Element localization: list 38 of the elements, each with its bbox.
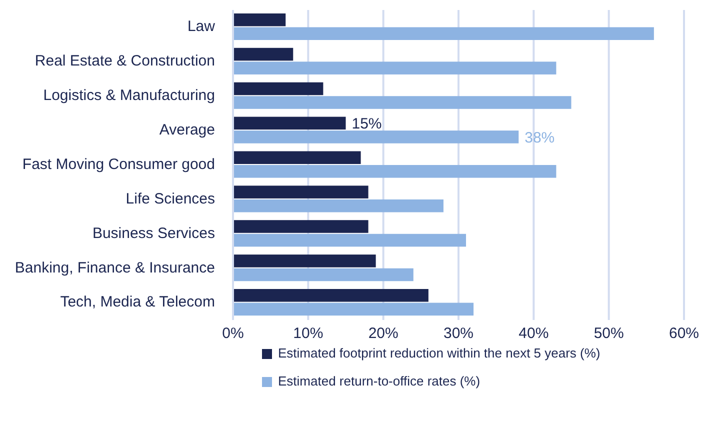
x-tick-label: 10% xyxy=(293,324,324,342)
legend-label: Estimated footprint reduction within the next 5 years (%) xyxy=(278,345,600,360)
y-tick-label: Business Services xyxy=(92,224,215,242)
bar xyxy=(233,220,368,233)
y-tick-label: Banking, Finance & Insurance xyxy=(14,259,215,276)
data-label: 15% xyxy=(352,116,382,133)
x-tick-label: 30% xyxy=(443,324,474,342)
legend-label: Estimated return-to-office rates (%) xyxy=(278,373,480,388)
bar xyxy=(233,199,444,212)
bar xyxy=(233,96,572,109)
x-tick-label: 0% xyxy=(222,324,244,342)
bar xyxy=(233,82,324,96)
bar xyxy=(233,234,466,247)
bar xyxy=(233,186,368,198)
bar xyxy=(233,151,361,164)
x-tick-label: 60% xyxy=(668,324,700,342)
bar xyxy=(233,48,294,61)
y-tick-label: Logistics & Manufacturing xyxy=(43,87,215,104)
y-tick-label: Tech, Media & Telecom xyxy=(60,294,215,311)
y-tick-label: Real Estate & Construction xyxy=(34,52,215,70)
bar xyxy=(233,27,654,40)
y-tick-label: Fast Moving Consumer good xyxy=(22,156,215,173)
data-label: 38% xyxy=(524,129,555,146)
bar xyxy=(233,254,376,268)
bar xyxy=(233,268,414,282)
bar xyxy=(233,62,556,74)
x-tick-label: 50% xyxy=(594,324,624,342)
x-tick-label: 20% xyxy=(368,324,398,342)
bar xyxy=(233,165,556,178)
y-tick-label: Life Sciences xyxy=(126,190,215,208)
y-tick-label: Law xyxy=(187,18,216,36)
bar xyxy=(233,302,474,316)
y-tick-label: Average xyxy=(159,122,215,139)
bar xyxy=(233,289,428,302)
x-tick-label: 40% xyxy=(518,324,549,342)
bar xyxy=(233,116,346,130)
bar xyxy=(233,130,519,144)
bar xyxy=(233,13,286,26)
